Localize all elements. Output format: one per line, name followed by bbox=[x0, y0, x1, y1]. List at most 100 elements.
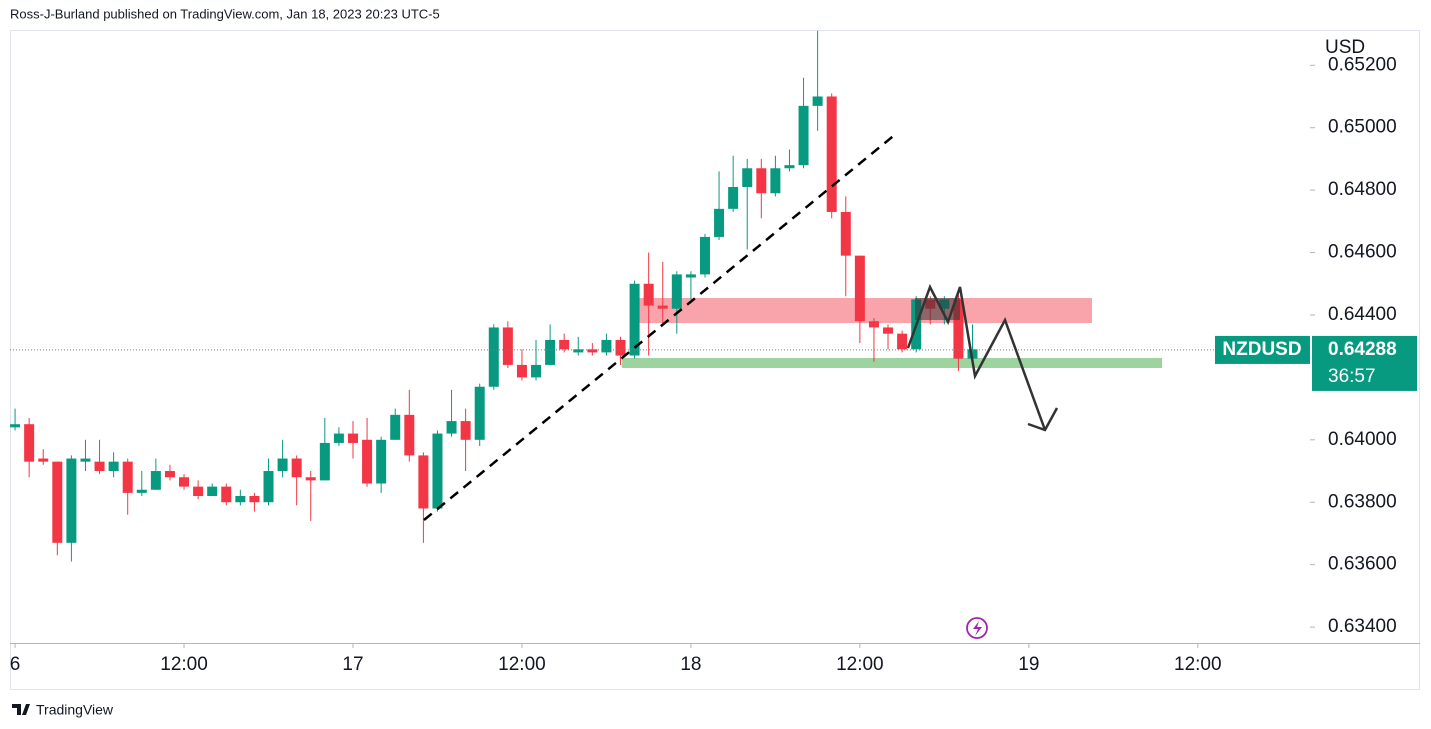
candle-body bbox=[249, 495, 260, 503]
candle-body bbox=[376, 439, 387, 484]
candle-body bbox=[883, 327, 894, 334]
candle-body bbox=[277, 458, 288, 472]
projection-path bbox=[906, 283, 1047, 431]
candle-body bbox=[305, 477, 316, 481]
candle-body bbox=[80, 458, 91, 462]
x-tick-label: 12:00 bbox=[498, 654, 546, 675]
candle-body bbox=[474, 386, 485, 440]
countdown-label: 36:57 bbox=[1328, 366, 1376, 387]
candle-body bbox=[798, 105, 809, 166]
last-price-label: 0.64288 bbox=[1328, 339, 1397, 360]
y-tick-label: 0.64600 bbox=[1328, 242, 1397, 263]
candle-body bbox=[263, 471, 274, 503]
x-tick-label: 6 bbox=[10, 654, 21, 675]
candle-body bbox=[685, 274, 696, 278]
candle-body bbox=[742, 168, 753, 187]
footer: TradingView bbox=[12, 702, 114, 718]
candle-body bbox=[362, 439, 373, 484]
candle-body bbox=[897, 333, 908, 350]
candle-body bbox=[94, 461, 105, 472]
candle-body bbox=[488, 327, 499, 387]
brand-logo bbox=[12, 704, 30, 715]
candle-body bbox=[756, 168, 767, 194]
event-bolt bbox=[973, 621, 982, 636]
candle-body bbox=[516, 364, 527, 378]
event-icon[interactable] bbox=[966, 617, 988, 639]
candle-body bbox=[728, 186, 739, 209]
candle-body bbox=[629, 283, 640, 356]
y-tick-label: 0.63600 bbox=[1328, 554, 1397, 575]
unit-bg bbox=[1316, 34, 1366, 62]
candle-body bbox=[601, 339, 612, 353]
candle-body bbox=[714, 208, 725, 237]
candle-body bbox=[460, 421, 471, 440]
y-tick-label: 0.65200 bbox=[1328, 54, 1397, 75]
y-tick-label: 0.63400 bbox=[1328, 616, 1397, 637]
candle-body bbox=[502, 327, 513, 365]
candle-body bbox=[545, 339, 556, 365]
y-tick-label: 0.64000 bbox=[1328, 429, 1397, 450]
symbol-label: NZDUSD bbox=[1222, 339, 1301, 360]
support-zone bbox=[622, 358, 1162, 368]
candle-body bbox=[347, 433, 358, 443]
drawings bbox=[423, 132, 1059, 639]
candle-body bbox=[10, 424, 21, 428]
candle-body bbox=[418, 455, 429, 509]
candle-body bbox=[66, 458, 77, 543]
candle-body bbox=[840, 211, 851, 256]
candle-body bbox=[164, 471, 175, 478]
header: Ross-J-Burland published on TradingView.… bbox=[10, 6, 440, 21]
symbol-tag bbox=[1215, 335, 1310, 364]
candle-body bbox=[643, 283, 654, 306]
y-tick-label: 0.63800 bbox=[1328, 491, 1397, 512]
candle-body bbox=[319, 442, 330, 481]
candle-body bbox=[671, 274, 682, 309]
candle-body bbox=[136, 489, 147, 493]
projection-arrow bbox=[1027, 407, 1059, 432]
candle-body bbox=[108, 461, 119, 472]
x-tick-label: 18 bbox=[680, 654, 701, 675]
candles bbox=[10, 30, 1215, 562]
candle-body bbox=[52, 461, 63, 543]
candle-body bbox=[784, 165, 795, 169]
x-tick-label: 12:00 bbox=[836, 654, 884, 675]
candle-body bbox=[24, 424, 35, 462]
candle-body bbox=[531, 364, 542, 378]
candle-body bbox=[446, 421, 457, 434]
labels: 0.63400 0.63600 0.63800 0.64000 0.64400 0.646… bbox=[10, 54, 1417, 675]
x-tick-label: 17 bbox=[342, 654, 363, 675]
candle-body bbox=[193, 486, 204, 496]
candle-body bbox=[150, 471, 161, 490]
candle-body bbox=[812, 96, 823, 106]
candle-body bbox=[38, 458, 49, 462]
frame bbox=[10, 30, 1420, 690]
candle-body bbox=[953, 299, 964, 359]
candle-body bbox=[404, 414, 415, 456]
currency: USD bbox=[1325, 37, 1365, 58]
candle-body bbox=[657, 305, 668, 309]
candle-body bbox=[179, 477, 190, 487]
candle-body bbox=[221, 486, 232, 503]
candle-body bbox=[826, 96, 837, 212]
y-tick-label: 0.64400 bbox=[1328, 304, 1397, 325]
brand: TradingView bbox=[36, 702, 114, 718]
y-tick-label: 0.64800 bbox=[1328, 179, 1397, 200]
x-tick-label: 19 bbox=[1018, 654, 1039, 675]
price-tag bbox=[1312, 335, 1417, 391]
candle-body bbox=[235, 495, 246, 503]
candle-body bbox=[854, 255, 865, 322]
y-tick-label: 0.65000 bbox=[1328, 117, 1397, 138]
candle-body bbox=[390, 414, 401, 440]
x-tick-label: 12:00 bbox=[1174, 654, 1222, 675]
candle-body bbox=[615, 339, 626, 356]
candle-body bbox=[333, 433, 344, 443]
candle-body bbox=[291, 458, 302, 478]
candle-body bbox=[573, 349, 584, 353]
candle-body bbox=[122, 461, 133, 493]
candle-body bbox=[559, 339, 570, 350]
candle-body bbox=[587, 349, 598, 353]
candle-body bbox=[868, 321, 879, 328]
candle-body bbox=[699, 236, 710, 275]
